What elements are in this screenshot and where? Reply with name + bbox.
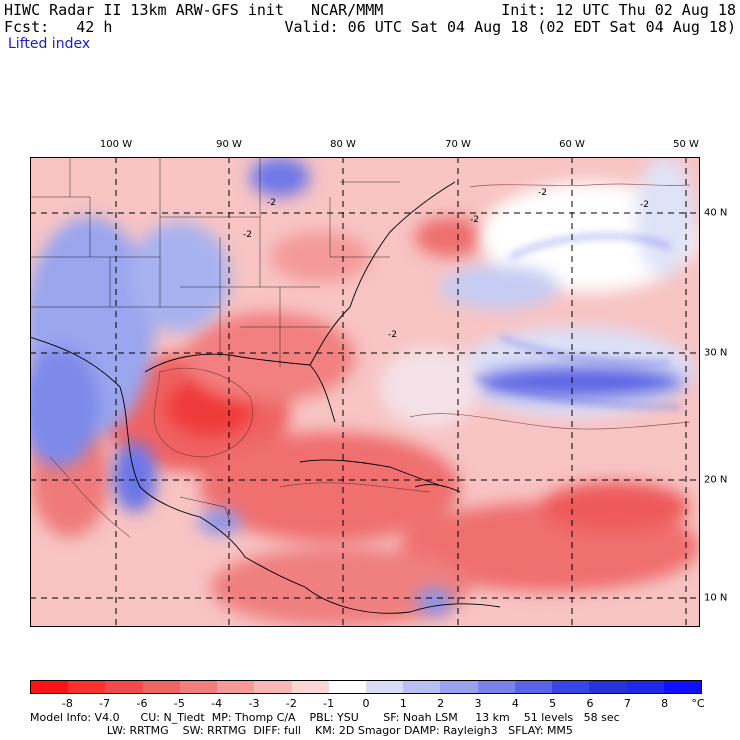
contour-lines (49, 183, 691, 538)
colorbar-label: 0 (362, 697, 370, 710)
colorbar-label: -3 (248, 697, 260, 710)
init-time: Init: 12 UTC Thu 02 Aug 18 (501, 1, 736, 19)
instability-shading (30, 217, 700, 627)
colorbar-label: -8 (61, 697, 73, 710)
colorbar-swatch (254, 681, 292, 693)
contour-label: -2 (640, 200, 649, 210)
lifted-index-map: -2 -2 -2 -2 -2 -2 (30, 157, 700, 627)
colorbar-swatch (403, 681, 441, 693)
lon-label: 80 W (330, 139, 356, 150)
field-name: Lifted index (8, 36, 91, 52)
colorbar-swatch (105, 681, 143, 693)
coastlines (30, 181, 501, 614)
colorbar-label: 5 (549, 697, 557, 710)
valid-time: Valid: 06 UTC Sat 04 Aug 18 (02 EDT Sat … (284, 18, 736, 36)
contour-label: -2 (267, 198, 276, 208)
colorbar-swatch (328, 681, 366, 693)
colorbar-swatch (217, 681, 255, 693)
colorbar-swatch (68, 681, 106, 693)
colorbar-swatch (179, 681, 218, 693)
model-info-line2: LW: RRTMG SW: RRTMG DIFF: full KM: 2D Sm… (30, 724, 573, 737)
lon-label: 100 W (99, 139, 133, 150)
colorbar (30, 680, 702, 694)
colorbar-label: °C (691, 697, 705, 710)
model-title: HIWC Radar II 13km ARW-GFS init NCAR/MMM (4, 1, 384, 19)
colorbar-swatch (589, 681, 627, 693)
lon-label: 60 W (559, 139, 585, 150)
colorbar-label: -6 (136, 697, 148, 710)
colorbar-swatch (31, 681, 69, 693)
colorbar-swatch (477, 681, 515, 693)
colorbar-label: 3 (474, 697, 482, 710)
colorbar-label: -4 (211, 697, 223, 710)
colorbar-label: 6 (586, 697, 594, 710)
model-info-line1: Model Info: V4.0 CU: N_Tiedt MP: Thomp C… (30, 711, 620, 724)
political-borders (30, 157, 400, 523)
colorbar-label: -2 (285, 697, 297, 710)
colorbar-label: 1 (399, 697, 407, 710)
contour-label: -2 (470, 215, 479, 225)
colorbar-swatch (552, 681, 590, 693)
contour-labels: -2 -2 -2 -2 -2 -2 (243, 188, 649, 340)
colorbar-swatch (626, 681, 664, 693)
colorbar-label: -7 (99, 697, 111, 710)
forecast-hour: Fcst: 42 h (4, 18, 113, 36)
lat-label: 10 N (704, 592, 728, 604)
colorbar-swatch (142, 681, 180, 693)
lat-label: 40 N (704, 207, 728, 219)
colorbar-label: -1 (323, 697, 335, 710)
colorbar-swatch (663, 681, 701, 693)
lon-label: 90 W (216, 139, 242, 150)
colorbar-label: 8 (661, 697, 669, 710)
lat-label: 20 N (704, 474, 728, 486)
lat-lon-grid (30, 157, 700, 627)
map-frame (30, 157, 700, 627)
colorbar-swatch (365, 681, 404, 693)
colorbar-label: -5 (173, 697, 185, 710)
colorbar-swatch (440, 681, 478, 693)
colorbar-label: 4 (511, 697, 519, 710)
lat-label: 30 N (704, 347, 728, 359)
contour-label: -2 (388, 330, 397, 340)
contour-label: -2 (538, 188, 547, 198)
stable-shading (30, 157, 700, 616)
colorbar-label: 2 (437, 697, 445, 710)
lon-label: 70 W (445, 139, 471, 150)
colorbar-swatch (514, 681, 553, 693)
colorbar-label: 7 (623, 697, 631, 710)
lon-label: 50 W (673, 139, 699, 150)
contour-label: -2 (243, 230, 252, 240)
colorbar-swatch (291, 681, 329, 693)
